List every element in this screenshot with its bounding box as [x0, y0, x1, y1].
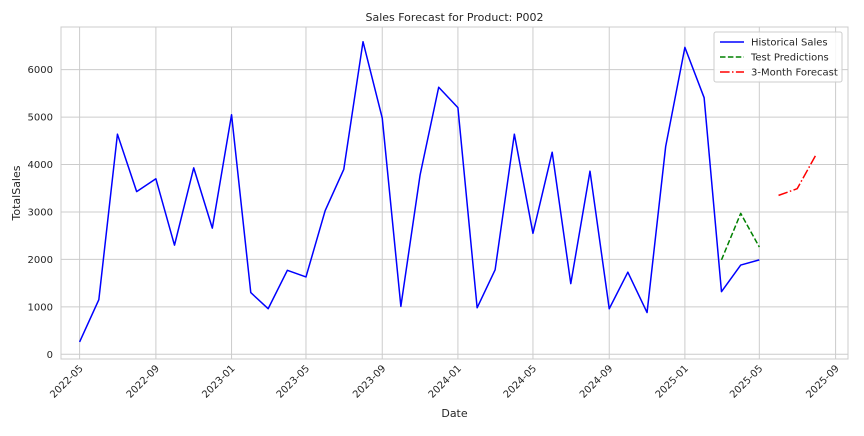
y-tick-label: 1000	[28, 302, 53, 313]
x-axis-ticks: 2022-05 2022-09 2023-01 2023-05 2023-09 2024-…	[48, 363, 841, 400]
series-line-2	[778, 153, 818, 197]
x-axis-label: Date	[441, 407, 468, 420]
legend-label-test: Test Predictions	[750, 53, 829, 64]
x-tick-label: 2023-09	[351, 363, 388, 400]
x-tick-label: 2022-09	[125, 363, 162, 400]
x-tick-label: 2024-09	[578, 363, 615, 400]
series-group	[78, 40, 818, 343]
legend-label-forecast: 3-Month Forecast	[751, 68, 838, 79]
y-tick-label: 5000	[28, 113, 53, 124]
x-tick-label: 2024-05	[502, 363, 539, 400]
chart-title: Sales Forecast for Product: P002	[365, 11, 543, 24]
legend-box	[713, 31, 843, 83]
plot-frame	[60, 26, 849, 360]
grid	[61, 27, 848, 359]
y-tick-label: 2000	[28, 255, 53, 266]
x-tick-label: 2025-05	[728, 363, 765, 400]
x-tick-label: 2023-01	[200, 363, 237, 400]
x-tick-label: 2024-01	[427, 363, 464, 400]
x-tick-label: 2025-09	[804, 363, 841, 400]
x-tick-label: 2023-05	[275, 363, 312, 400]
legend-label-historical: Historical Sales	[751, 38, 828, 49]
y-tick-label: 3000	[28, 207, 53, 218]
legend: Historical Sales Test Predictions 3-Mont…	[713, 31, 843, 83]
y-axis-ticks: 0 1000 2000 3000 4000 5000 6000	[28, 65, 53, 361]
y-tick-label: 4000	[28, 160, 53, 171]
series-line-1	[720, 212, 760, 261]
series-line-0	[78, 40, 760, 343]
y-tick-label: 6000	[28, 65, 53, 76]
x-tick-label: 2022-05	[48, 363, 85, 400]
x-tick-label: 2025-01	[654, 363, 691, 400]
y-tick-label: 0	[47, 350, 53, 361]
y-axis-label: TotalSales	[10, 165, 23, 221]
